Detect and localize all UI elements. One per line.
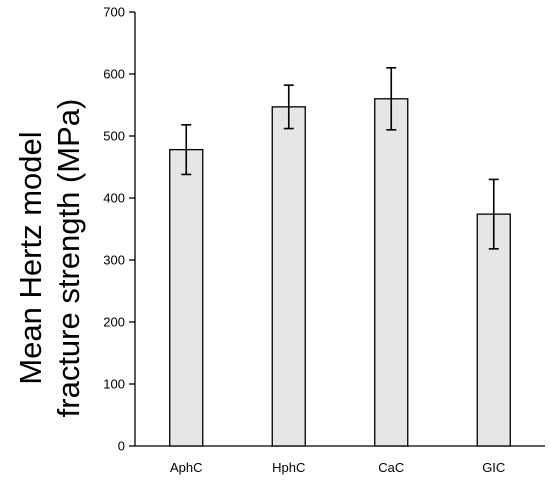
x-tick-label: AphC: [170, 460, 203, 475]
x-tick-label: HphC: [272, 460, 305, 475]
x-tick-label: GIC: [482, 460, 505, 475]
y-tick-label: 100: [103, 377, 125, 392]
tick-labels: 0 100 200 300 400 500 600 700 AphC HphC CaC GIC: [103, 5, 505, 476]
x-tick-label: CaC: [378, 460, 404, 475]
error-bar-aphc: [181, 124, 192, 176]
error-bar-cac: [386, 67, 397, 131]
bar-cac: [374, 98, 409, 447]
y-tick-label: 600: [103, 67, 125, 82]
y-axis-title: Mean Hertz model fracture strength (MPa): [13, 99, 86, 418]
y-tick-label: 300: [103, 253, 125, 268]
y-tick-label: 500: [103, 129, 125, 144]
y-axis-title-line-2: fracture strength (MPa): [51, 99, 86, 418]
y-tick-label: 700: [103, 5, 125, 20]
y-axis-title-line-1: Mean Hertz model: [13, 131, 48, 384]
error-bar-hphc: [283, 84, 294, 130]
y-tick-label: 200: [103, 315, 125, 330]
bar-hphc: [271, 106, 306, 447]
y-tick-label: 0: [118, 439, 125, 454]
error-bars: [181, 67, 499, 250]
bars: [169, 98, 511, 447]
bar-aphc: [169, 148, 204, 447]
y-tick-label: 400: [103, 191, 125, 206]
error-bar-gic: [488, 178, 499, 250]
